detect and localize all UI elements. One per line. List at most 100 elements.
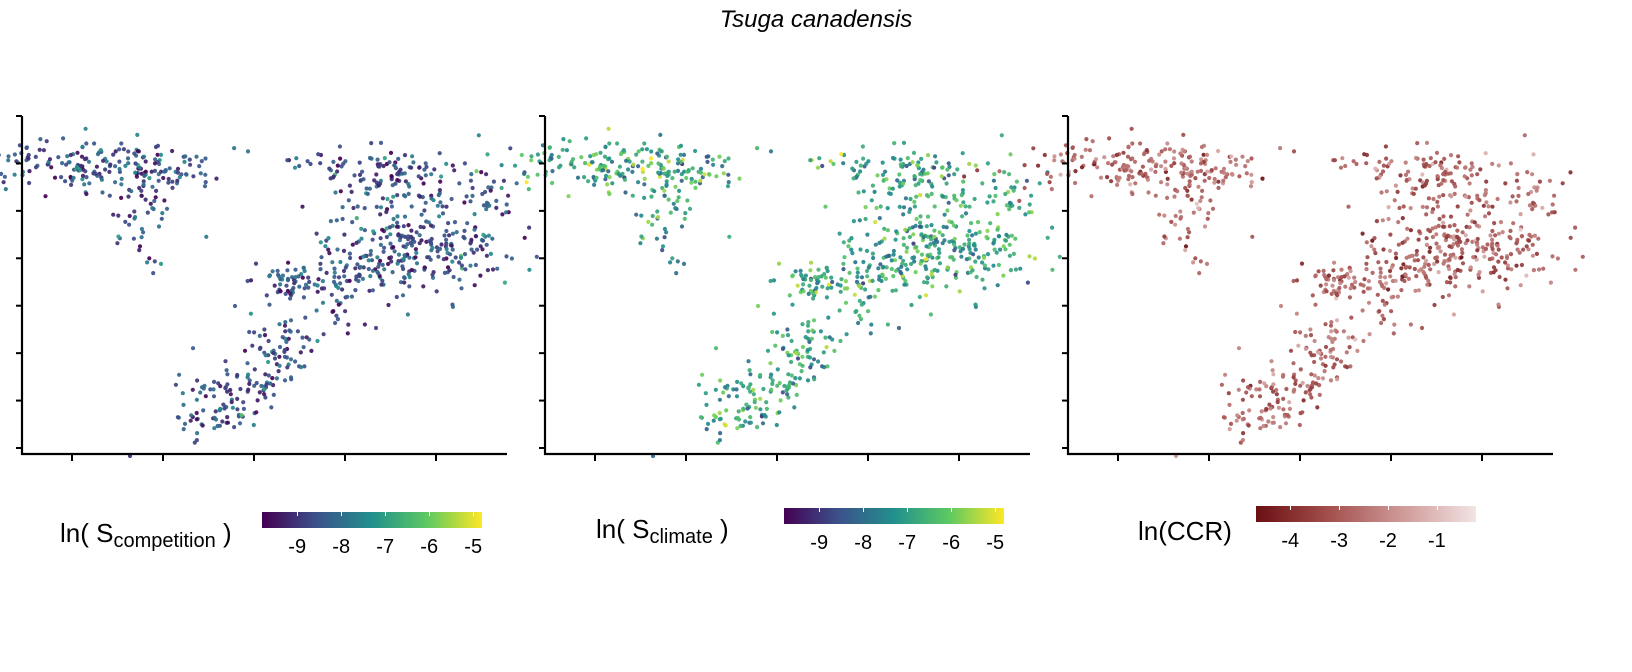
scatter-point bbox=[980, 260, 985, 265]
scatter-point bbox=[291, 285, 296, 291]
scatter-point bbox=[1245, 385, 1251, 390]
scatter-point bbox=[119, 176, 124, 181]
scatter-point bbox=[1200, 188, 1205, 193]
scatter-point bbox=[864, 248, 870, 253]
scatter-point bbox=[1483, 214, 1488, 219]
scatter-point bbox=[657, 174, 663, 179]
scatter-point bbox=[1384, 156, 1389, 161]
scatter-point bbox=[378, 212, 383, 217]
scatter-point bbox=[49, 165, 54, 170]
scatter-point bbox=[447, 233, 452, 238]
scatter-point bbox=[785, 392, 790, 397]
scatter-point bbox=[1047, 180, 1052, 185]
scatter-point bbox=[391, 194, 396, 199]
scatter-point bbox=[373, 325, 379, 331]
scatter-point bbox=[912, 199, 917, 204]
scatter-point bbox=[422, 265, 427, 270]
scatter-point bbox=[409, 204, 414, 209]
scatter-point bbox=[204, 234, 209, 239]
scatter-point bbox=[119, 141, 124, 146]
scatter-point bbox=[758, 407, 763, 412]
scatter-point bbox=[1568, 235, 1573, 240]
scatter-point bbox=[501, 178, 506, 183]
scatter-point bbox=[1331, 158, 1336, 163]
scatter-point bbox=[1191, 260, 1196, 265]
scatter-point bbox=[450, 247, 455, 252]
colorbar-competition: -9 -8 -7 -6 -5 bbox=[262, 512, 482, 558]
scatter-point bbox=[806, 291, 811, 296]
scatter-point bbox=[365, 191, 370, 196]
scatter-point bbox=[698, 415, 704, 420]
scatter-point bbox=[981, 255, 987, 260]
scatter-point bbox=[502, 280, 507, 285]
scatter-point bbox=[793, 376, 798, 381]
colorbar-tick-label: -5 bbox=[464, 536, 483, 558]
scatter-point bbox=[1504, 255, 1510, 260]
scatter-point bbox=[866, 265, 871, 270]
scatter-point bbox=[1537, 179, 1542, 184]
scatter-point bbox=[389, 174, 394, 179]
scatter-point bbox=[870, 251, 876, 256]
scatter-point bbox=[1460, 250, 1465, 255]
scatter-point bbox=[334, 218, 339, 223]
scatter-point bbox=[650, 222, 655, 227]
scatter-point bbox=[1189, 169, 1194, 174]
scatter-point bbox=[406, 191, 411, 196]
scatter-point bbox=[1462, 174, 1467, 179]
scatter-point bbox=[1328, 323, 1334, 328]
scatter-point bbox=[253, 261, 259, 266]
scatter-point bbox=[1427, 163, 1432, 169]
scatter-point bbox=[764, 406, 770, 411]
scatter-point bbox=[1416, 268, 1422, 273]
scatter-point bbox=[220, 419, 225, 424]
scatter-point bbox=[1309, 353, 1314, 358]
scatter-point bbox=[150, 206, 155, 211]
scatter-point bbox=[403, 194, 408, 199]
scatter-point bbox=[1467, 225, 1472, 230]
scatter-point bbox=[306, 275, 311, 280]
scatter-point bbox=[480, 191, 485, 197]
scatter-point bbox=[1433, 160, 1438, 165]
scatter-point bbox=[917, 294, 922, 300]
scatter-point bbox=[1189, 159, 1194, 164]
scatter-point bbox=[640, 166, 645, 172]
scatter-point bbox=[1352, 285, 1357, 290]
scatter-point bbox=[1221, 170, 1226, 175]
scatter-point bbox=[634, 152, 639, 157]
legend-ccr: ln(CCR) -4 -3 -2 -1 bbox=[1100, 506, 1560, 578]
scatter-point bbox=[224, 368, 229, 373]
scatter-point bbox=[417, 165, 422, 170]
scatter-point bbox=[1126, 177, 1131, 182]
scatter-point bbox=[1165, 195, 1170, 200]
scatter-point bbox=[1110, 162, 1115, 167]
scatter-point bbox=[945, 208, 950, 213]
scatter-point bbox=[266, 359, 271, 365]
scatter-point bbox=[623, 190, 628, 195]
scatter-point bbox=[1025, 280, 1030, 285]
scatter-point bbox=[395, 178, 400, 183]
scatter-point bbox=[1435, 204, 1440, 209]
scatter-point bbox=[664, 154, 670, 159]
scatter-point bbox=[944, 284, 949, 289]
scatter-point bbox=[348, 255, 353, 261]
scatter-point bbox=[662, 193, 667, 198]
scatter-point bbox=[787, 293, 792, 298]
scatter-point bbox=[1002, 170, 1007, 175]
scatter-point bbox=[735, 379, 740, 384]
scatter-point bbox=[1420, 172, 1425, 177]
scatter-point bbox=[1391, 294, 1396, 299]
scatter-point bbox=[1009, 233, 1015, 238]
colorbar-tick bbox=[995, 508, 997, 512]
scatter-point bbox=[985, 200, 990, 205]
scatter-point bbox=[961, 200, 966, 205]
scatter-point bbox=[825, 268, 830, 274]
scatter-point bbox=[1111, 154, 1116, 159]
scatter-point bbox=[853, 260, 858, 265]
scatter-point bbox=[1326, 335, 1331, 340]
scatter-point bbox=[1226, 391, 1231, 396]
scatter-point bbox=[807, 355, 813, 360]
scatter-point bbox=[1455, 267, 1460, 273]
scatter-point bbox=[919, 252, 925, 257]
scatter-point bbox=[1024, 178, 1029, 183]
scatter-point bbox=[191, 174, 196, 179]
